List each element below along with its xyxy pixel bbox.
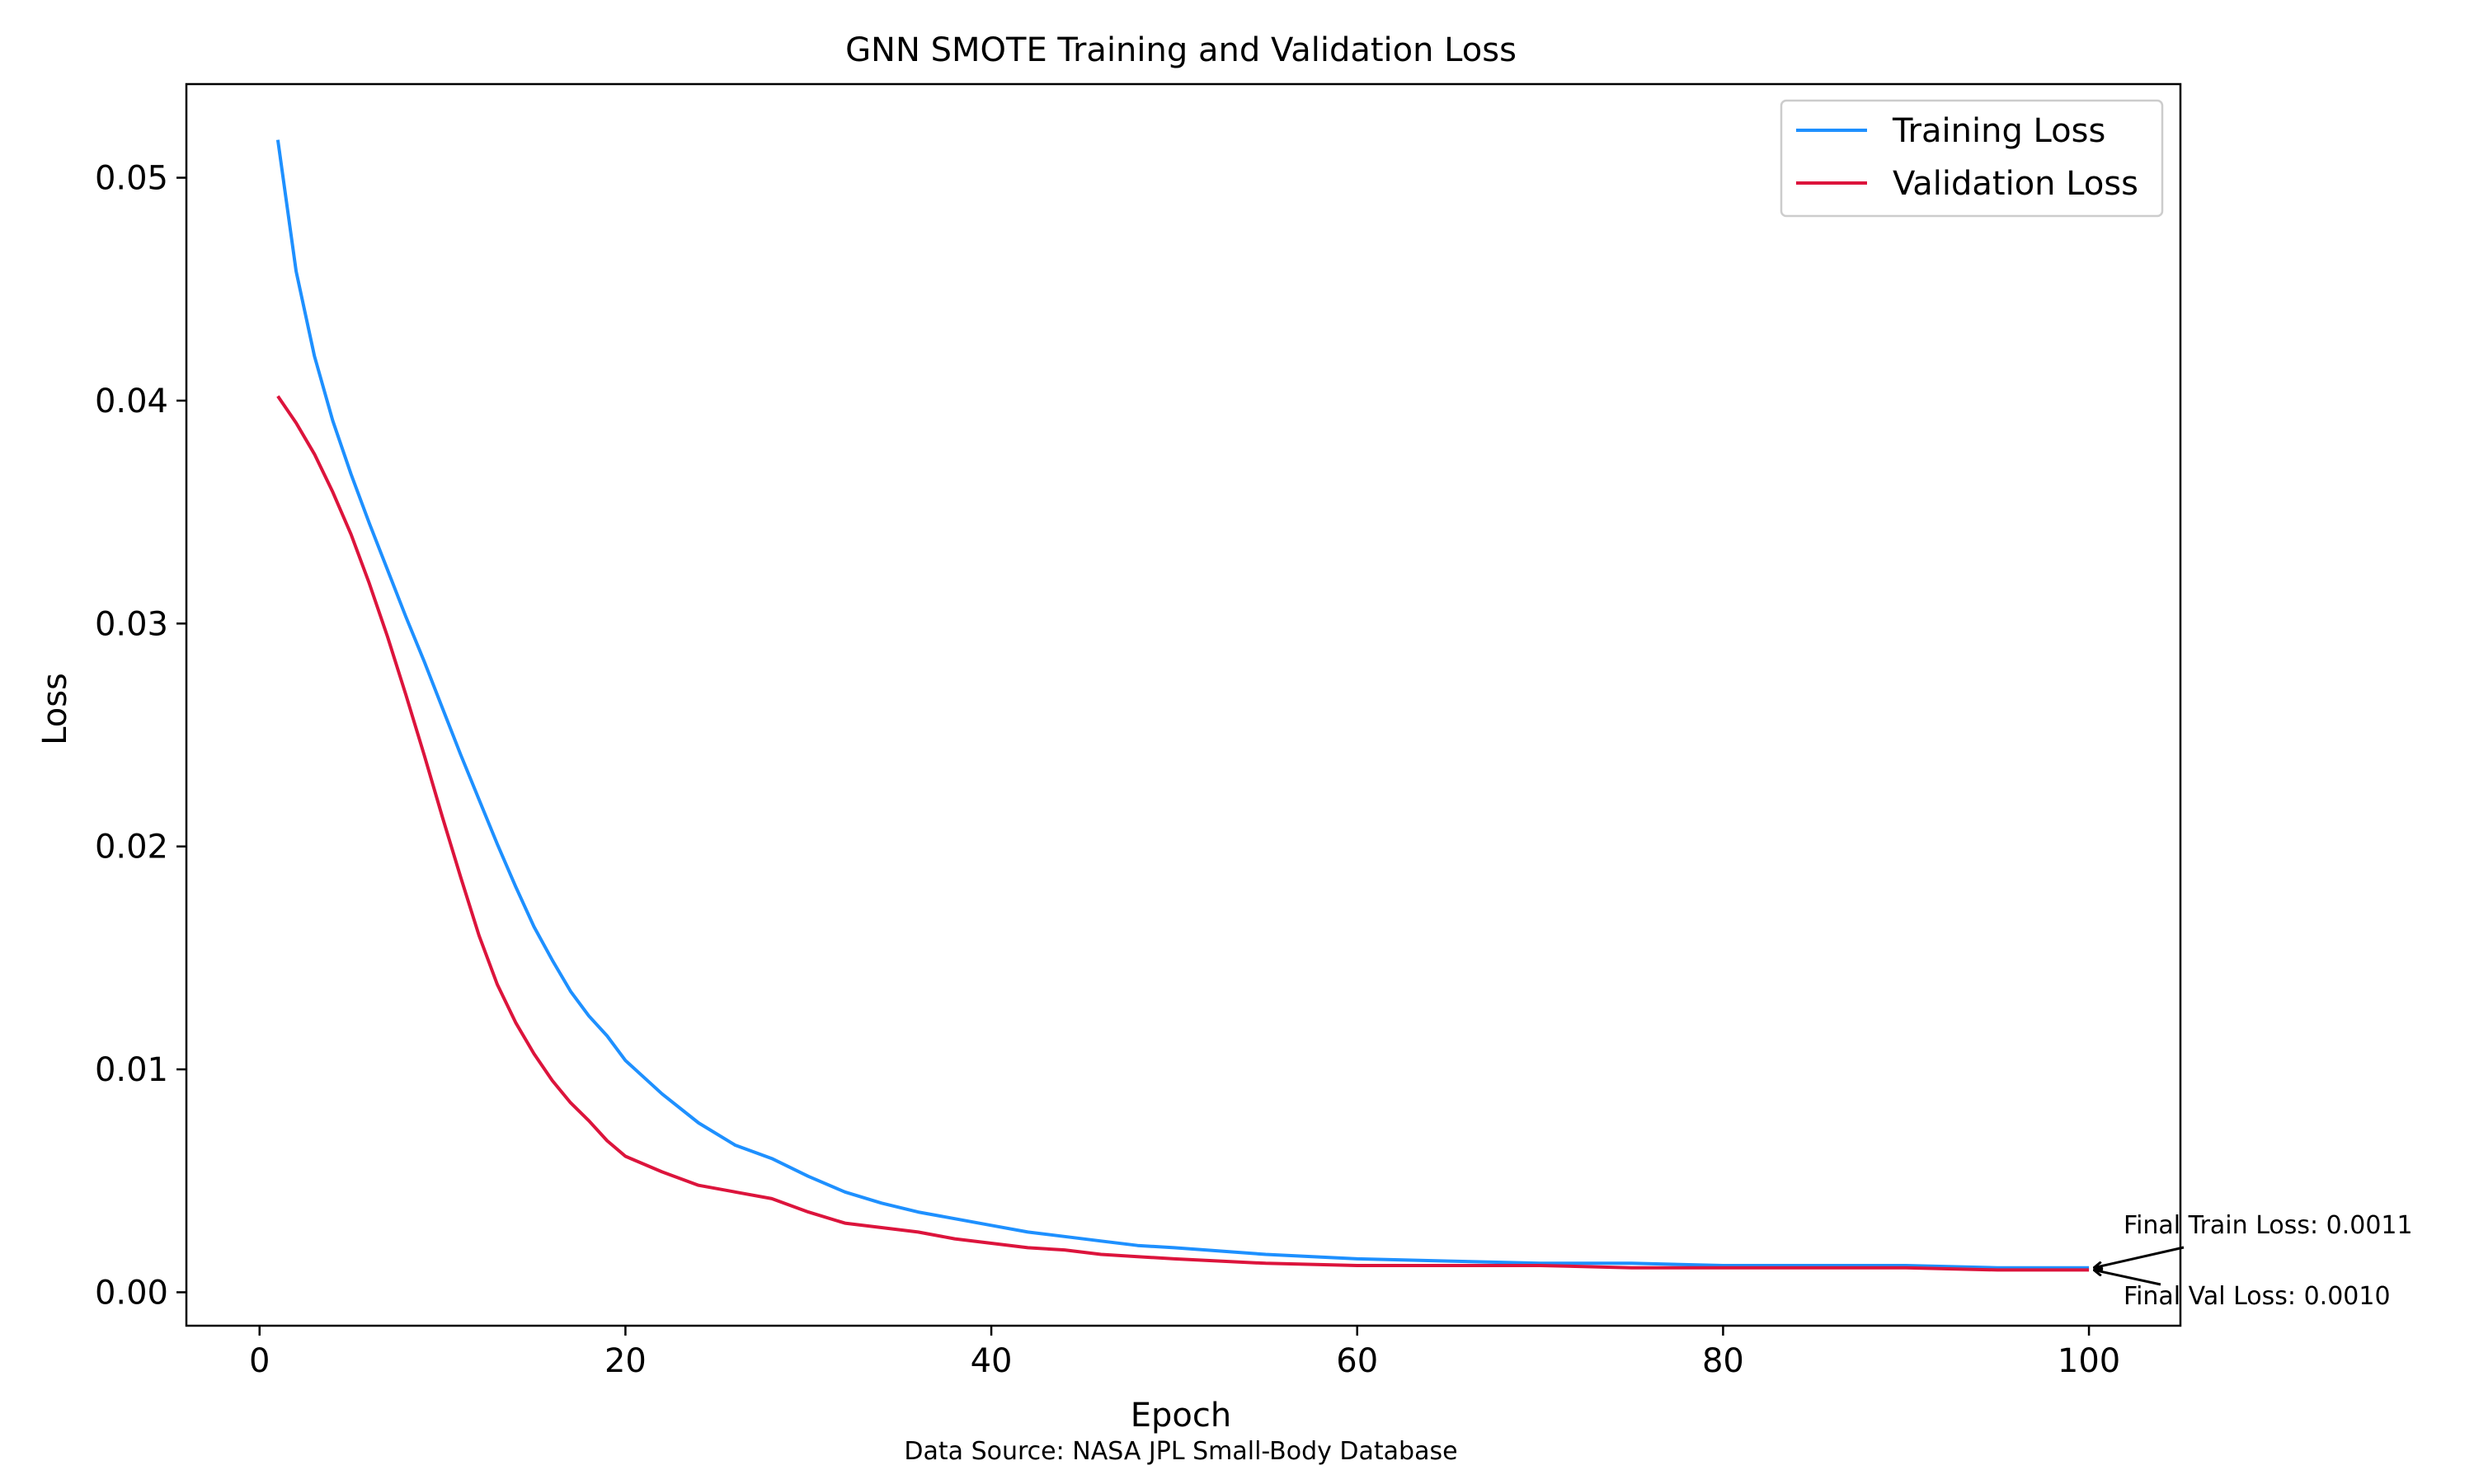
x-tick-label: 20 (604, 1342, 647, 1380)
footnote: Data Source: NASA JPL Small-Body Databas… (904, 1437, 1457, 1466)
series-line-validation-loss (276, 395, 2090, 1272)
chart-title: GNN SMOTE Training and Validation Loss (845, 31, 1517, 69)
x-axis-label: Epoch (1131, 1397, 1231, 1435)
x-axis-ticks: 0 20 40 60 80 100 (249, 1326, 2120, 1380)
series-line-training-loss (275, 139, 2090, 1270)
legend-box (1780, 99, 2164, 218)
legend-label-validation: Validation Loss (1893, 165, 2138, 203)
plot-marks (275, 139, 2090, 1272)
x-tick-label: 100 (2058, 1342, 2120, 1380)
y-tick-label: 0.00 (95, 1274, 168, 1312)
x-tick-label: 40 (971, 1342, 1013, 1380)
annotation-final-train: Final Train Loss: 0.0011 (2094, 1211, 2413, 1268)
plot-frame (185, 82, 2182, 1327)
legend-label-training: Training Loss (1892, 112, 2105, 150)
legend: Training Loss Validation Loss (1780, 99, 2164, 218)
x-tick-label: 0 (249, 1342, 270, 1380)
y-axis-ticks: 0.00 0.01 0.02 0.03 0.04 0.05 (95, 160, 186, 1312)
annotation-final-val: Final Val Loss: 0.0010 (2094, 1270, 2391, 1311)
y-tick-label: 0.03 (95, 605, 168, 643)
annotation-final-train-text: Final Train Loss: 0.0011 (2124, 1211, 2413, 1240)
y-axis-label: Loss (36, 673, 74, 745)
y-tick-label: 0.01 (95, 1051, 168, 1089)
y-tick-label: 0.04 (95, 383, 168, 420)
y-tick-label: 0.02 (95, 829, 168, 866)
x-tick-label: 80 (1702, 1342, 1744, 1380)
annotation-final-val-text: Final Val Loss: 0.0010 (2124, 1282, 2391, 1311)
y-tick-label: 0.05 (95, 160, 168, 198)
x-tick-label: 60 (1336, 1342, 1378, 1380)
